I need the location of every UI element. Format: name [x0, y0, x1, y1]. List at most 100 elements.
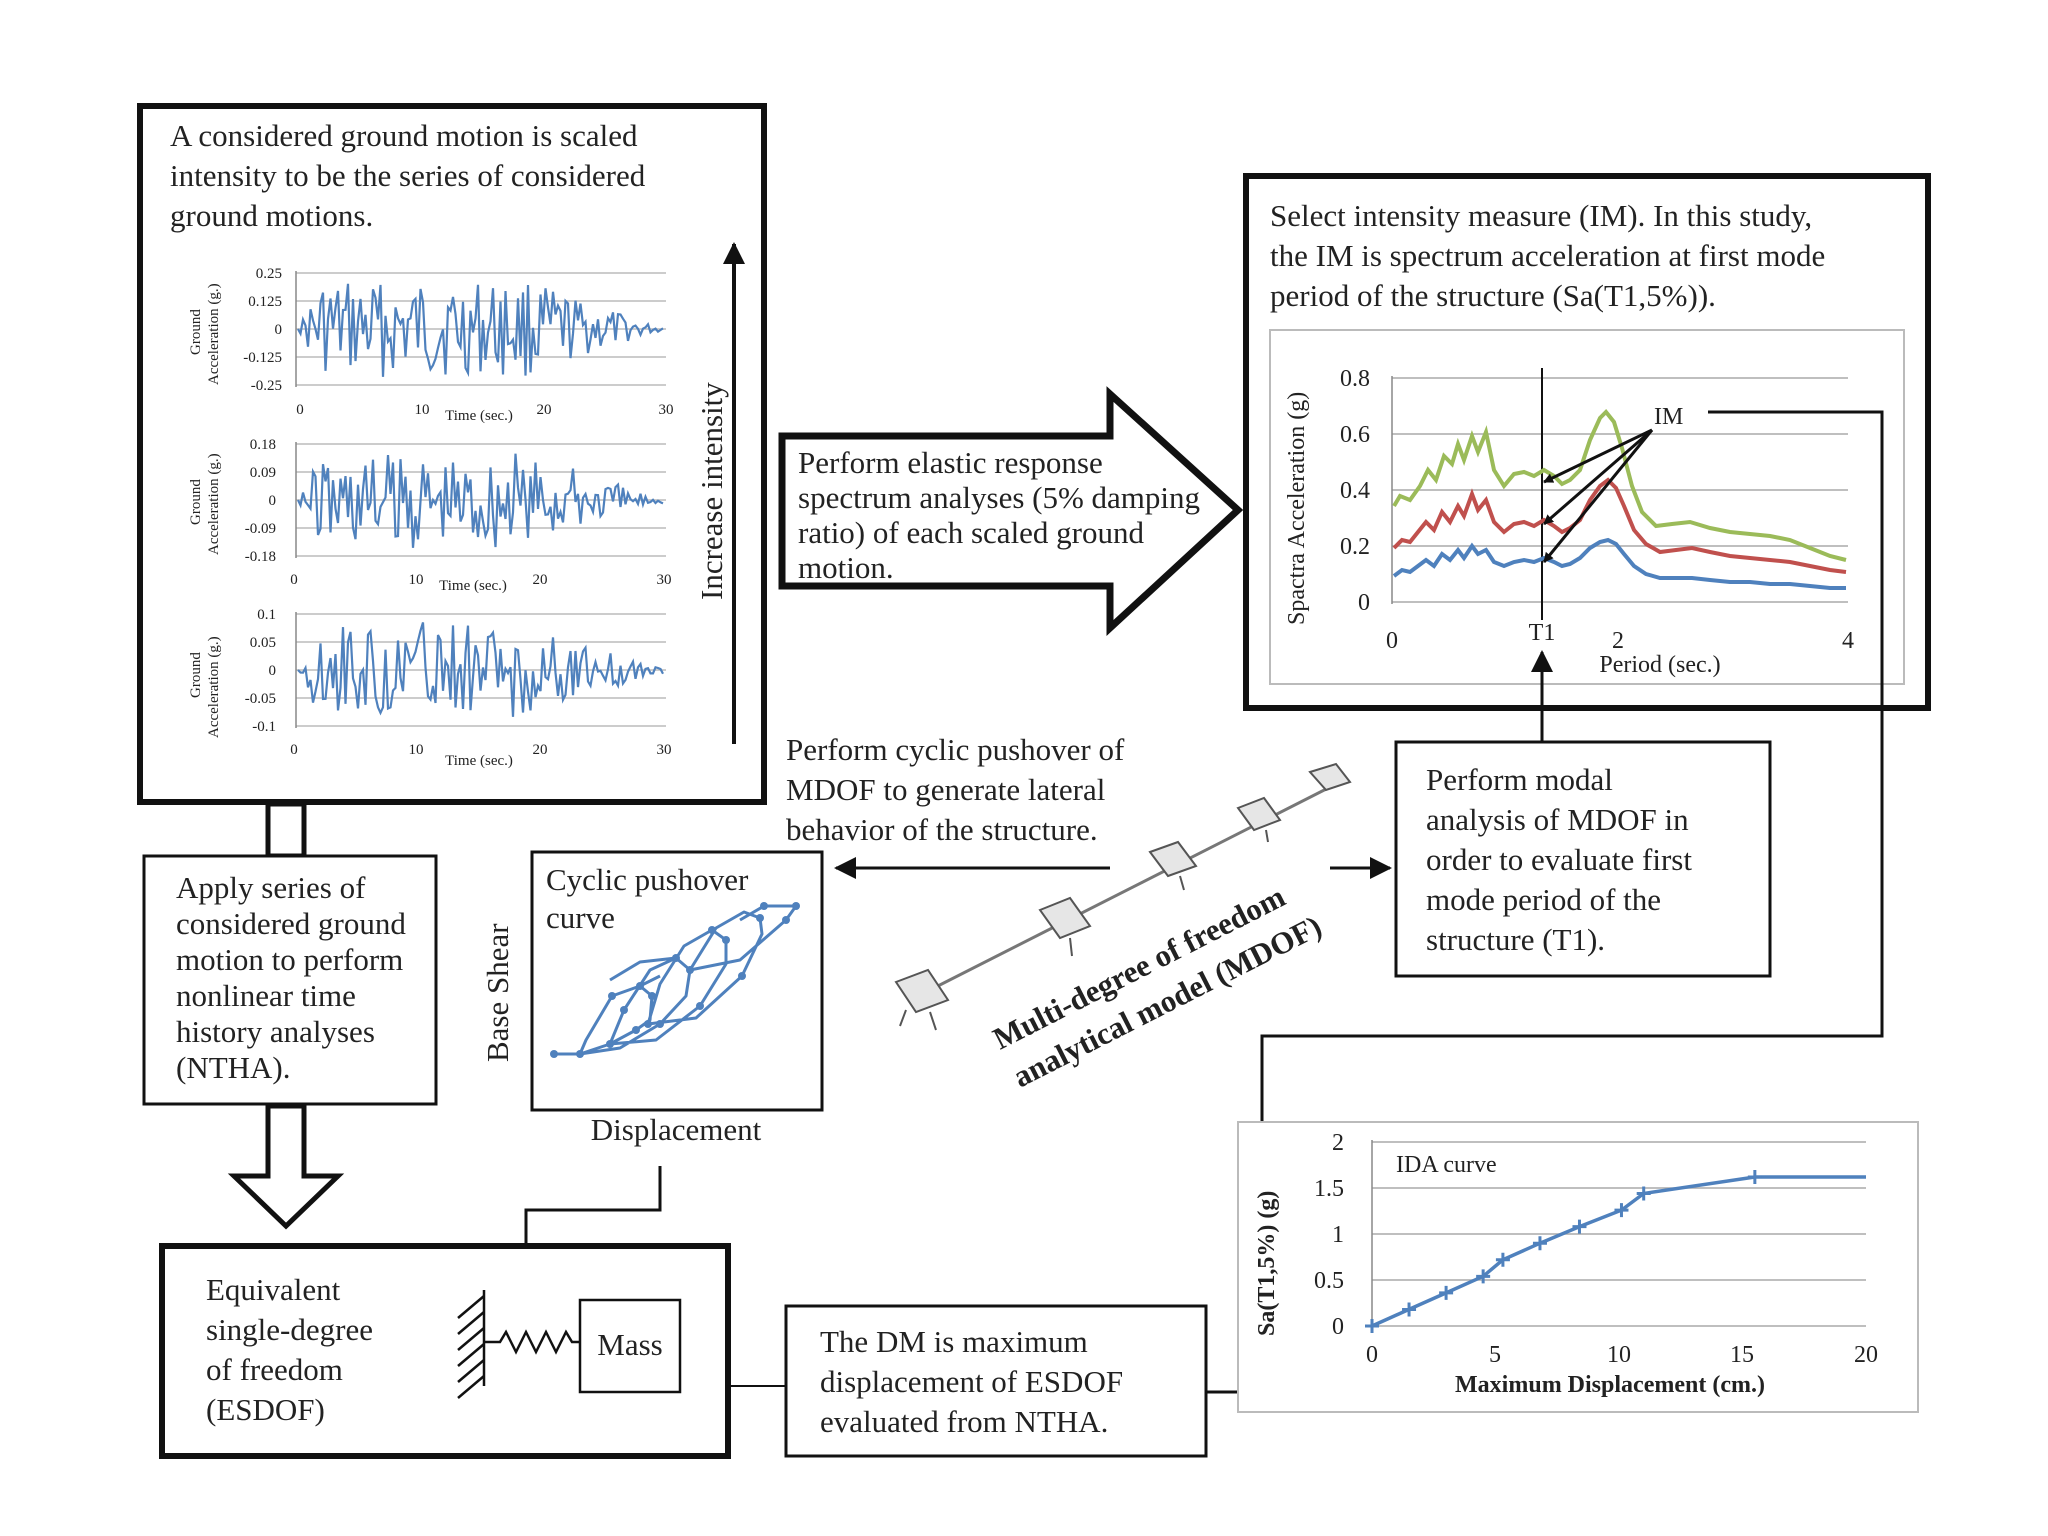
- spectrum-ytick-3: 0.4: [1340, 478, 1370, 504]
- gm1-xtick-1: 0: [296, 402, 304, 418]
- ida-point: [1614, 1203, 1629, 1218]
- gm3-ytick-1: 0.1: [257, 607, 276, 623]
- im-text-2: the IM is spectrum acceleration at first…: [1270, 238, 1825, 273]
- cyclic-pushover-text: Perform cyclic pushover of MDOF to gener…: [786, 732, 1125, 847]
- dm-text-2: displacement of ESDOF: [820, 1364, 1123, 1399]
- ida-ylabel: Sa(T1,5%) (g): [1254, 1191, 1280, 1336]
- gm2-waveform: [297, 453, 664, 548]
- gm1-ytick-2: 0.125: [248, 294, 282, 310]
- dm-text-3: evaluated from NTHA.: [820, 1404, 1108, 1439]
- ida-ytick-5: 0: [1332, 1314, 1344, 1340]
- gm2-xtick-1: 0: [290, 572, 298, 588]
- esdof-mass: [578, 1298, 682, 1394]
- im-pointer-1: [1543, 428, 1653, 484]
- mdof-floor-4: [1236, 796, 1282, 843]
- nonlinear-flow: Apply series of considered ground motion…: [142, 801, 438, 1230]
- gm3-xtick-4: 30: [657, 742, 672, 758]
- gm3-ytick-5: -0.1: [252, 719, 276, 735]
- nonlinear-text-6: (NTHA).: [176, 1050, 291, 1085]
- gm3-ytick-2: 0.05: [250, 635, 276, 651]
- ground-motion-text-3: ground motions.: [170, 198, 373, 233]
- spectrum-ytick-1: 0.8: [1340, 366, 1370, 392]
- pushover-text-2: MDOF to generate lateral: [786, 772, 1105, 807]
- gm2-xtick-2: 10: [409, 572, 424, 588]
- gm3-ylabel-1: Ground: [188, 652, 204, 698]
- modal-text-1: Perform modal: [1426, 762, 1613, 797]
- mdof-floor-1: [894, 968, 950, 1031]
- gm1-ytick-3: 0: [275, 322, 283, 338]
- spectrum-ylabel: Spactra Acceleration (g): [1284, 392, 1310, 625]
- ida-chart: Sa(T1,5%) (g) 2 1.5 1 0.5 0 0 5 10 15 20…: [1237, 1121, 1919, 1413]
- increase-intensity-label: Increase intensity: [694, 382, 729, 600]
- gm3-ylabel-2: Acceleration (g.): [206, 636, 222, 738]
- nonlinear-text-5: history analyses: [176, 1014, 375, 1049]
- ida-point: [1402, 1302, 1417, 1317]
- gm2-ylabel-1: Ground: [188, 479, 204, 525]
- pushover-xlabel: Displacement: [591, 1112, 762, 1147]
- gm2-ytick-5: -0.18: [245, 549, 276, 565]
- im-pointer-2: [1543, 428, 1653, 526]
- spectrum-curve-lower: [1392, 537, 1846, 590]
- gm1-ytick-5: -0.25: [251, 378, 282, 394]
- dm-box: The DM is maximum displacement of ESDOF …: [784, 1304, 1208, 1458]
- ida-xtick-2: 5: [1489, 1342, 1501, 1368]
- gm1-xtick-2: 10: [415, 402, 430, 418]
- spectrum-xtick-1: 0: [1386, 628, 1398, 654]
- ground-motion-text-1: A considered ground motion is scaled: [170, 118, 638, 153]
- gm3-xtick-1: 0: [290, 742, 298, 758]
- ida-point: [1439, 1285, 1454, 1300]
- gm3-xtick-3: 20: [533, 742, 548, 758]
- spectrum-curve-middle: [1392, 477, 1847, 574]
- im-box: Select intensity measure (IM). In this s…: [1243, 173, 1931, 711]
- spectrum-ytick-2: 0.6: [1340, 422, 1370, 448]
- gm1-ylabel-2: Acceleration (g.): [206, 283, 222, 385]
- gm2-ylabel-2: Acceleration (g.): [206, 453, 222, 555]
- gm3-ytick-3: 0: [269, 663, 277, 679]
- mdof-floor-2: [1038, 896, 1092, 957]
- gm3-ytick-4: -0.05: [245, 691, 276, 707]
- ida-point: [1572, 1219, 1587, 1234]
- im-to-ida-connector: [1257, 410, 1884, 1147]
- dm-text-1: The DM is maximum: [820, 1324, 1088, 1359]
- spectrum-xtick-3: 4: [1842, 628, 1854, 654]
- gm1-ylabel-1: Ground: [188, 309, 204, 355]
- pushover-ylabel: Base Shear: [480, 923, 515, 1062]
- modal-text-2: analysis of MDOF in: [1426, 802, 1689, 837]
- nonlinear-text-2: considered ground: [176, 906, 406, 941]
- gm2-ytick-4: -0.09: [245, 521, 276, 537]
- ida-gridlines: [1372, 1141, 1866, 1327]
- nonlinear-text-3: motion to perform: [176, 942, 403, 977]
- spectrum-ytick-4: 0.2: [1340, 534, 1370, 560]
- modal-text-5: structure (T1).: [1426, 922, 1605, 957]
- ground-motion-chart-2: Ground Acceleration (g.) 0.18 0.09 0 -0.…: [188, 437, 672, 594]
- gm1-xtick-4: 30: [659, 402, 674, 418]
- gm1-xtick-3: 20: [537, 402, 552, 418]
- ida-xtick-4: 15: [1730, 1342, 1754, 1368]
- im-label: IM: [1654, 404, 1683, 430]
- esdof-text-1: Equivalent: [206, 1272, 341, 1307]
- modal-box: Perform modal analysis of MDOF in order …: [1394, 740, 1772, 978]
- ida-point: [1747, 1169, 1762, 1184]
- ida-ytick-2: 1.5: [1314, 1176, 1344, 1202]
- im-pointer-3: [1542, 429, 1654, 563]
- esdof-spring: [484, 1329, 580, 1355]
- ida-point: [1532, 1236, 1547, 1251]
- gm2-ytick-2: 0.09: [250, 465, 276, 481]
- ida-legend: IDA curve: [1396, 1152, 1497, 1178]
- gm2-xlabel: Time (sec.): [439, 578, 507, 594]
- ida-markers: [1365, 1169, 1762, 1333]
- ida-ytick-1: 2: [1332, 1130, 1344, 1156]
- gm3-xtick-2: 10: [409, 742, 424, 758]
- esdof-text-3: of freedom: [206, 1352, 343, 1387]
- t1-label: T1: [1529, 620, 1556, 646]
- spectrum-ytick-5: 0: [1358, 590, 1370, 616]
- ida-xtick-3: 10: [1607, 1342, 1631, 1368]
- gm2-xtick-4: 30: [657, 572, 672, 588]
- pushover-title-2: curve: [546, 900, 615, 935]
- spectrum-chart: Spactra Acceleration (g) 0.8 0.6 0.4 0.2…: [1284, 366, 1854, 678]
- ida-point: [1495, 1252, 1510, 1267]
- im-text-3: period of the structure (Sa(T1,5%)).: [1270, 278, 1716, 313]
- ground-motion-chart-3: Ground Acceleration (g.) 0.1 0.05 0 -0.0…: [188, 607, 672, 769]
- nonlinear-text-1: Apply series of: [176, 870, 366, 905]
- ida-ytick-4: 0.5: [1314, 1268, 1344, 1294]
